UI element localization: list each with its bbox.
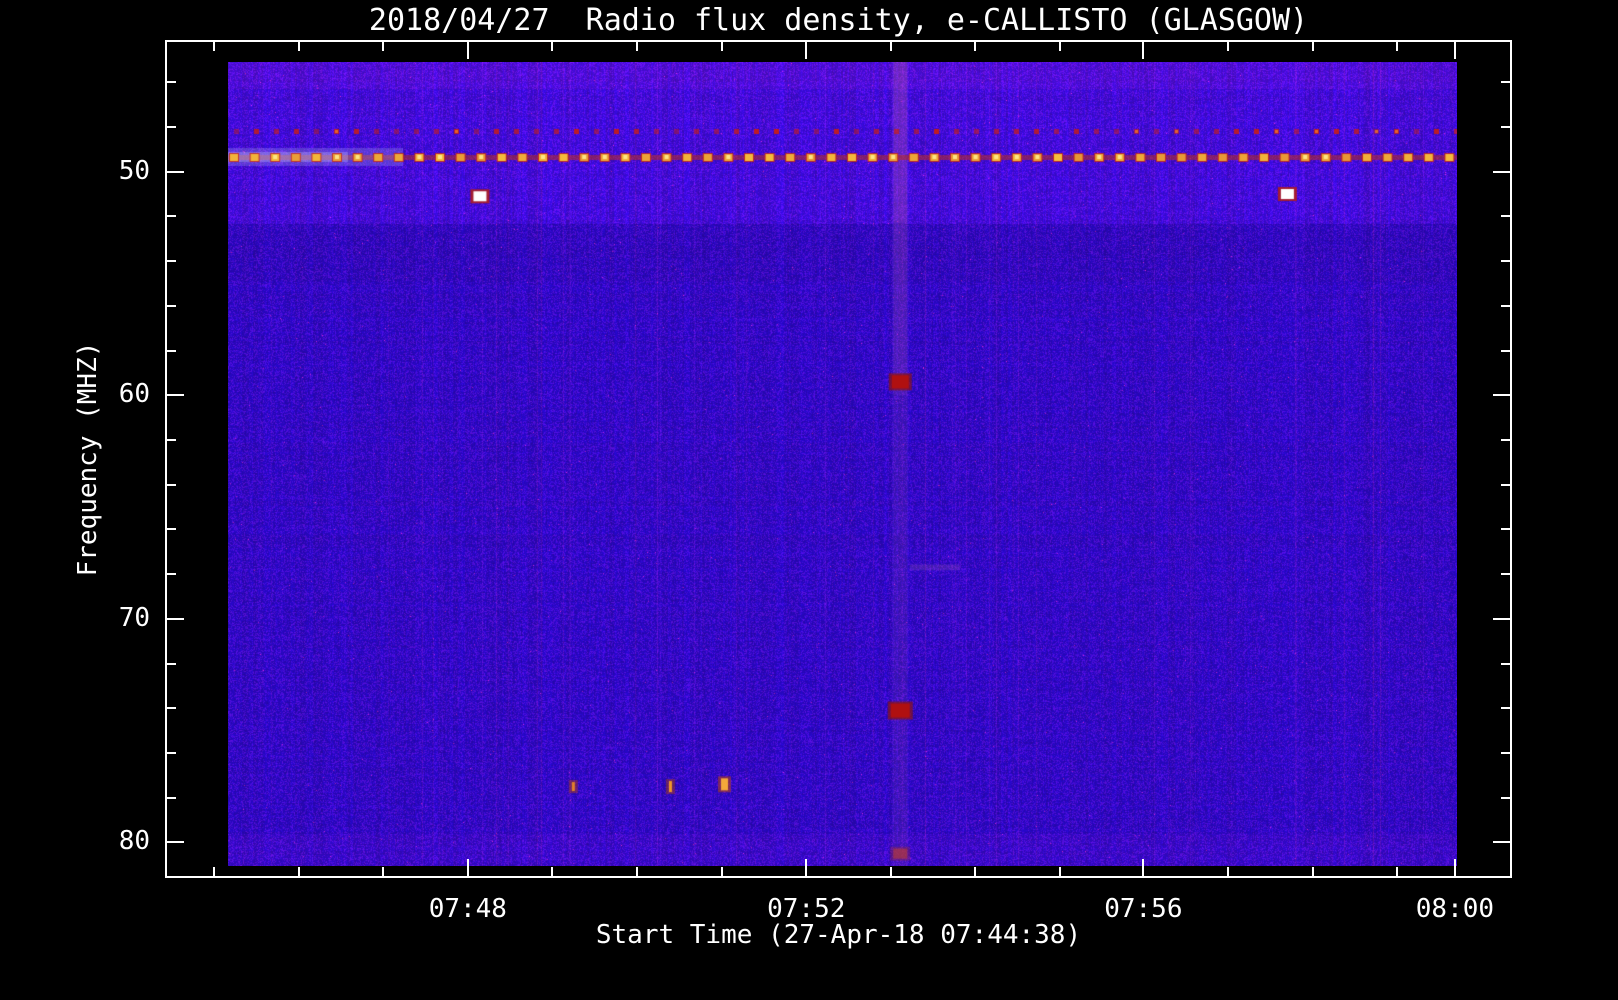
spectrogram-canvas <box>228 62 1457 866</box>
x-tick-label: 08:00 <box>1415 894 1495 924</box>
x-tick-label: 07:52 <box>767 894 846 924</box>
y-tick-label: 50 <box>118 155 150 186</box>
y-axis-label: Frequency (MHZ) <box>73 341 103 577</box>
plot-area <box>165 40 1512 878</box>
y-tick-label: 70 <box>118 602 150 633</box>
chart-title: 2018/04/27 Radio flux density, e-CALLIST… <box>368 3 1309 38</box>
y-tick-label: 80 <box>118 826 150 857</box>
y-tick-label: 60 <box>118 379 150 410</box>
axis-ticks <box>167 42 1510 876</box>
x-axis-label: Start Time (27-Apr-18 07:44:38) <box>595 920 1082 950</box>
x-tick-label: 07:48 <box>428 894 507 924</box>
x-tick-label: 07:56 <box>1104 894 1183 924</box>
